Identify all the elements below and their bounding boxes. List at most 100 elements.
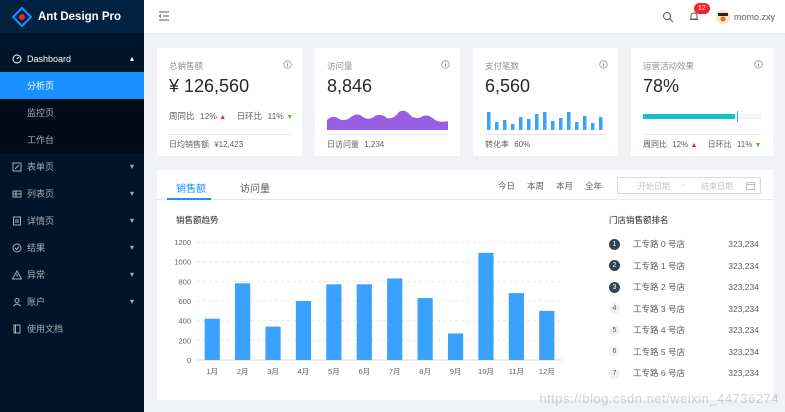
info-circle-icon[interactable]	[441, 60, 450, 69]
range-year[interactable]: 全年	[585, 181, 603, 191]
calendar-icon	[746, 182, 755, 190]
bar[interactable]	[447, 333, 464, 360]
info-circle-icon[interactable]	[283, 60, 292, 69]
bar[interactable]	[265, 326, 281, 360]
wow-label: 周同比	[643, 140, 667, 149]
sidebar-item-result[interactable]: 结果 ▾	[0, 234, 144, 261]
user-name[interactable]: momo.zxy	[733, 11, 775, 22]
store-name: 工专路 2 号店	[633, 282, 685, 292]
stat-label: 支付笔数	[485, 61, 520, 71]
caret-down-icon: ▼	[754, 142, 762, 149]
stat-footer: 日均销售额 ¥12,423	[169, 139, 243, 150]
sidebar-item-profile[interactable]: 详情页 ▾	[0, 207, 144, 234]
visits-area-chart	[327, 110, 448, 130]
notification-badge: 12	[693, 2, 710, 14]
sidebar-item-label: 使用文档	[27, 324, 64, 334]
range-month[interactable]: 本月	[556, 181, 574, 191]
tab-sales[interactable]: 销售额	[176, 184, 206, 195]
bar[interactable]	[539, 310, 555, 360]
bell-icon	[689, 11, 698, 20]
dod-value: 11%	[267, 111, 284, 121]
logo[interactable]: Ant Design Pro	[0, 0, 144, 33]
x-tick-label: 12月	[539, 367, 555, 376]
bar[interactable]	[387, 278, 403, 360]
bar[interactable]	[295, 301, 312, 360]
tab-ink-bar	[167, 198, 211, 200]
bar[interactable]	[508, 293, 524, 360]
store-amount: 323,234	[728, 368, 759, 378]
bar[interactable]	[326, 284, 342, 360]
rank-number: 3	[609, 281, 620, 293]
bar[interactable]	[478, 252, 494, 360]
footer-value: 1,234	[364, 140, 385, 149]
app-title: Ant Design Pro	[38, 10, 122, 23]
end-date-input[interactable]: 结束日期	[701, 182, 733, 191]
stat-label: 访问量	[327, 61, 353, 71]
stat-card-total-sales: 总销售额 ¥ 126,560 周同比 12% ▲ 日环比 11% ▼ 日均销售额…	[157, 48, 302, 156]
sidebar-item-form[interactable]: 表单页 ▾	[0, 153, 144, 180]
sidebar-item-analysis[interactable]: 分析页	[0, 72, 144, 99]
sidebar-item-list[interactable]: 列表页 ▾	[0, 180, 144, 207]
rank-number: 7	[609, 367, 620, 379]
x-tick-label: 4月	[298, 367, 310, 376]
sidebar-item-docs[interactable]: 使用文档	[0, 315, 144, 342]
logo-icon	[12, 6, 32, 27]
y-tick-label: 400	[178, 317, 191, 326]
sidebar-item-account[interactable]: 账户 ▾	[0, 288, 144, 315]
info-circle-icon[interactable]	[754, 60, 763, 69]
bar[interactable]	[204, 318, 220, 360]
search-icon[interactable]	[662, 11, 674, 23]
stat-footer: 转化率 60%	[485, 139, 530, 150]
range-today[interactable]: 今日	[498, 181, 516, 191]
date-range-picker[interactable]: 开始日期 ~ 结束日期	[617, 177, 761, 194]
rank-number: 6	[609, 346, 620, 357]
y-tick-label: 1200	[174, 238, 191, 247]
info-circle-icon[interactable]	[599, 60, 608, 69]
sidebar-item-label: 详情页	[27, 216, 55, 226]
sidebar-item-label: 表单页	[27, 162, 55, 172]
bar[interactable]	[356, 284, 372, 360]
sidebar-item-exception[interactable]: 异常 ▾	[0, 261, 144, 288]
bar[interactable]	[235, 283, 251, 360]
ranking-row: 2 工专路 1 号店 323,234	[609, 259, 759, 273]
x-tick-label: 6月	[358, 367, 370, 376]
store-amount: 323,234	[728, 239, 759, 249]
caret-up-icon: ▲	[219, 114, 227, 121]
ranking-row: 4 工专路 3 号店 323,234	[609, 302, 759, 316]
sidebar-item-workplace[interactable]: 工作台	[0, 126, 144, 153]
sidebar-item-dashboard[interactable]: Dashboard ▴	[0, 45, 144, 72]
rank-number: 5	[609, 324, 620, 336]
sales-panel: 销售额 访问量 今日 本周 本月 全年 开始日期 ~ 结束日期 销售额趋势 0 2…	[157, 170, 773, 400]
store-amount: 323,234	[728, 303, 759, 314]
bar[interactable]	[417, 298, 433, 360]
campaign-progress-fill	[643, 114, 736, 119]
warning-icon	[12, 269, 22, 280]
book-icon	[12, 324, 22, 334]
stat-card-campaign: 运营活动效果 78% 周同比 12% ▲ 日环比 11% ▼	[631, 48, 773, 156]
user-icon	[12, 297, 22, 307]
store-amount: 323,234	[728, 260, 759, 271]
x-tick-label: 5月	[328, 367, 340, 376]
tab-visits[interactable]: 访问量	[240, 184, 270, 195]
avatar[interactable]	[715, 9, 730, 24]
rank-number: 4	[609, 303, 620, 314]
table-icon	[12, 189, 22, 199]
sidebar-item-monitor[interactable]: 监控页	[0, 99, 144, 126]
x-tick-label: 11月	[509, 367, 524, 376]
y-tick-label: 200	[178, 336, 191, 345]
stat-card-payments: 支付笔数 6,560 转化率 60%	[473, 48, 618, 156]
notification-button[interactable]: 12	[688, 2, 710, 23]
menu-fold-icon[interactable]	[158, 10, 170, 22]
store-amount: 323,234	[728, 325, 759, 335]
divider	[169, 134, 290, 135]
ranking-row: 5 工专路 4 号店 323,234	[609, 323, 759, 337]
range-week[interactable]: 本周	[527, 181, 545, 191]
footer-value: ¥12,423	[214, 140, 244, 149]
footer-label: 日均销售额	[169, 140, 209, 149]
profile-icon	[12, 216, 22, 226]
progress-target-marker	[737, 111, 739, 122]
rank-number: 2	[609, 260, 620, 271]
wow-value: 12%	[672, 140, 689, 149]
start-date-input[interactable]: 开始日期	[638, 182, 670, 191]
ranking-row: 1 工专路 0 号店 323,234	[609, 237, 759, 251]
